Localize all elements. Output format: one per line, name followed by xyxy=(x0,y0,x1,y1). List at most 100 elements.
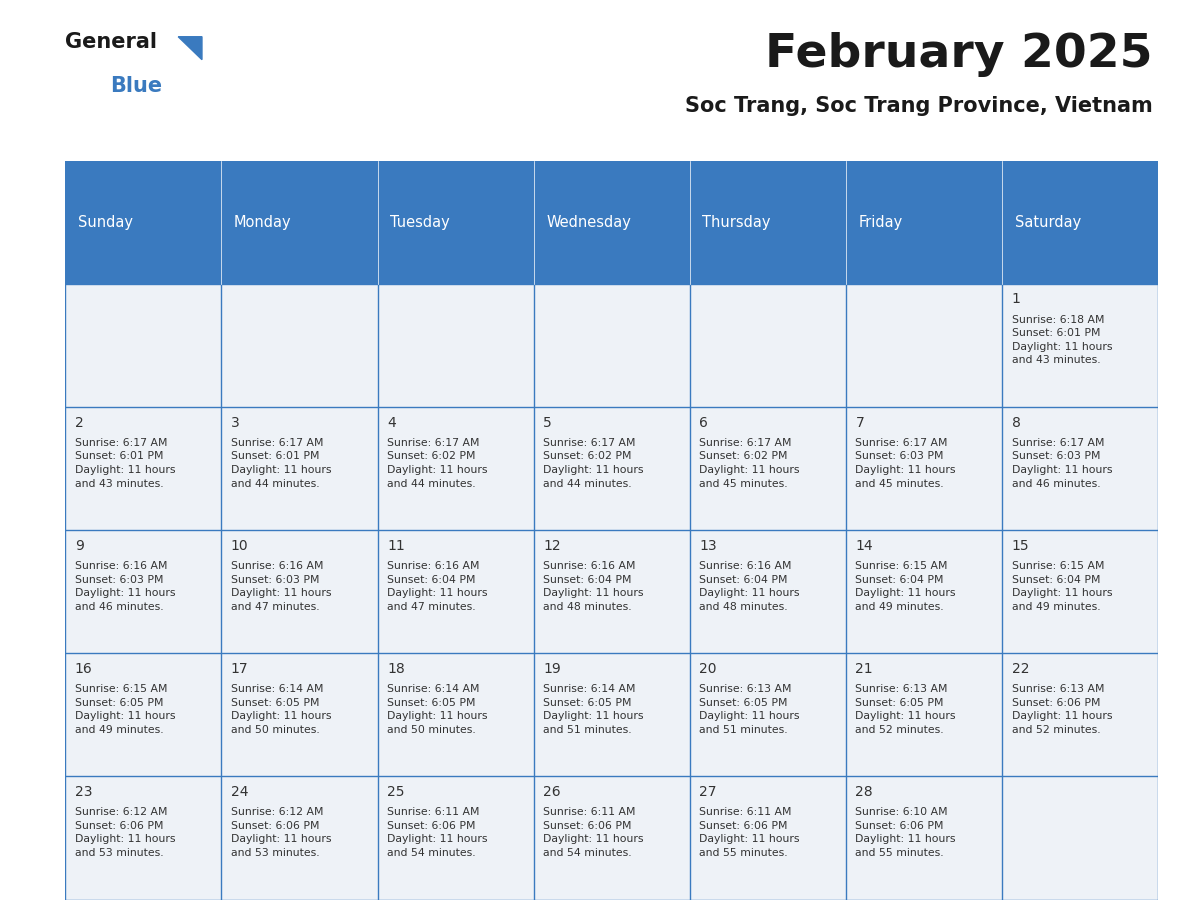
Bar xyxy=(846,531,1003,654)
Text: Sunrise: 6:14 AM
Sunset: 6:05 PM
Daylight: 11 hours
and 50 minutes.: Sunrise: 6:14 AM Sunset: 6:05 PM Dayligh… xyxy=(387,684,487,735)
Bar xyxy=(533,654,690,777)
Bar xyxy=(690,284,846,407)
Bar xyxy=(65,284,221,407)
Text: Sunrise: 6:13 AM
Sunset: 6:06 PM
Daylight: 11 hours
and 52 minutes.: Sunrise: 6:13 AM Sunset: 6:06 PM Dayligh… xyxy=(1011,684,1112,735)
Bar xyxy=(846,161,1003,284)
Text: 18: 18 xyxy=(387,662,405,676)
Text: 12: 12 xyxy=(543,539,561,553)
Bar xyxy=(378,654,533,777)
Bar xyxy=(65,161,221,284)
Bar xyxy=(221,654,378,777)
Text: Sunrise: 6:16 AM
Sunset: 6:04 PM
Daylight: 11 hours
and 47 minutes.: Sunrise: 6:16 AM Sunset: 6:04 PM Dayligh… xyxy=(387,561,487,611)
Text: Sunrise: 6:16 AM
Sunset: 6:04 PM
Daylight: 11 hours
and 48 minutes.: Sunrise: 6:16 AM Sunset: 6:04 PM Dayligh… xyxy=(543,561,644,611)
Bar xyxy=(1003,531,1158,654)
Text: 7: 7 xyxy=(855,416,864,430)
Text: Sunrise: 6:12 AM
Sunset: 6:06 PM
Daylight: 11 hours
and 53 minutes.: Sunrise: 6:12 AM Sunset: 6:06 PM Dayligh… xyxy=(230,807,331,858)
Bar xyxy=(378,777,533,900)
Text: Friday: Friday xyxy=(859,215,903,230)
Bar xyxy=(690,407,846,531)
Text: General: General xyxy=(65,32,157,52)
Text: Sunrise: 6:17 AM
Sunset: 6:01 PM
Daylight: 11 hours
and 43 minutes.: Sunrise: 6:17 AM Sunset: 6:01 PM Dayligh… xyxy=(75,438,175,488)
Text: Sunrise: 6:16 AM
Sunset: 6:04 PM
Daylight: 11 hours
and 48 minutes.: Sunrise: 6:16 AM Sunset: 6:04 PM Dayligh… xyxy=(700,561,800,611)
Text: 10: 10 xyxy=(230,539,248,553)
Text: 28: 28 xyxy=(855,785,873,799)
Bar xyxy=(1003,161,1158,284)
Text: Blue: Blue xyxy=(110,76,163,96)
Text: Monday: Monday xyxy=(234,215,291,230)
Bar xyxy=(690,161,846,284)
Bar xyxy=(378,161,533,284)
Bar xyxy=(1003,777,1158,900)
Text: 3: 3 xyxy=(230,416,240,430)
Text: 21: 21 xyxy=(855,662,873,676)
Bar xyxy=(221,777,378,900)
Text: Sunrise: 6:11 AM
Sunset: 6:06 PM
Daylight: 11 hours
and 54 minutes.: Sunrise: 6:11 AM Sunset: 6:06 PM Dayligh… xyxy=(543,807,644,858)
Text: 13: 13 xyxy=(700,539,716,553)
Text: Sunrise: 6:14 AM
Sunset: 6:05 PM
Daylight: 11 hours
and 50 minutes.: Sunrise: 6:14 AM Sunset: 6:05 PM Dayligh… xyxy=(230,684,331,735)
Bar xyxy=(533,777,690,900)
Bar xyxy=(378,531,533,654)
Text: 16: 16 xyxy=(75,662,93,676)
Text: Sunday: Sunday xyxy=(78,215,133,230)
Bar xyxy=(65,654,221,777)
Text: 2: 2 xyxy=(75,416,83,430)
Text: 19: 19 xyxy=(543,662,561,676)
Text: 14: 14 xyxy=(855,539,873,553)
Bar xyxy=(1003,284,1158,407)
Text: 9: 9 xyxy=(75,539,83,553)
Text: Sunrise: 6:17 AM
Sunset: 6:02 PM
Daylight: 11 hours
and 45 minutes.: Sunrise: 6:17 AM Sunset: 6:02 PM Dayligh… xyxy=(700,438,800,488)
Text: Sunrise: 6:12 AM
Sunset: 6:06 PM
Daylight: 11 hours
and 53 minutes.: Sunrise: 6:12 AM Sunset: 6:06 PM Dayligh… xyxy=(75,807,175,858)
Text: Sunrise: 6:13 AM
Sunset: 6:05 PM
Daylight: 11 hours
and 52 minutes.: Sunrise: 6:13 AM Sunset: 6:05 PM Dayligh… xyxy=(855,684,956,735)
Text: Sunrise: 6:16 AM
Sunset: 6:03 PM
Daylight: 11 hours
and 46 minutes.: Sunrise: 6:16 AM Sunset: 6:03 PM Dayligh… xyxy=(75,561,175,611)
Bar xyxy=(65,777,221,900)
Text: 26: 26 xyxy=(543,785,561,799)
Text: Sunrise: 6:17 AM
Sunset: 6:03 PM
Daylight: 11 hours
and 45 minutes.: Sunrise: 6:17 AM Sunset: 6:03 PM Dayligh… xyxy=(855,438,956,488)
Bar xyxy=(846,654,1003,777)
Text: Wednesday: Wednesday xyxy=(546,215,631,230)
Bar xyxy=(533,284,690,407)
Text: Sunrise: 6:16 AM
Sunset: 6:03 PM
Daylight: 11 hours
and 47 minutes.: Sunrise: 6:16 AM Sunset: 6:03 PM Dayligh… xyxy=(230,561,331,611)
Text: 17: 17 xyxy=(230,662,248,676)
Text: Soc Trang, Soc Trang Province, Vietnam: Soc Trang, Soc Trang Province, Vietnam xyxy=(684,96,1152,117)
Text: 22: 22 xyxy=(1011,662,1029,676)
Text: 27: 27 xyxy=(700,785,716,799)
Text: 15: 15 xyxy=(1011,539,1029,553)
Bar xyxy=(221,407,378,531)
Text: 23: 23 xyxy=(75,785,93,799)
Text: Sunrise: 6:18 AM
Sunset: 6:01 PM
Daylight: 11 hours
and 43 minutes.: Sunrise: 6:18 AM Sunset: 6:01 PM Dayligh… xyxy=(1011,315,1112,365)
Bar xyxy=(378,407,533,531)
Text: 4: 4 xyxy=(387,416,396,430)
Text: Sunrise: 6:15 AM
Sunset: 6:05 PM
Daylight: 11 hours
and 49 minutes.: Sunrise: 6:15 AM Sunset: 6:05 PM Dayligh… xyxy=(75,684,175,735)
Text: Sunrise: 6:10 AM
Sunset: 6:06 PM
Daylight: 11 hours
and 55 minutes.: Sunrise: 6:10 AM Sunset: 6:06 PM Dayligh… xyxy=(855,807,956,858)
Text: 5: 5 xyxy=(543,416,552,430)
Bar xyxy=(378,284,533,407)
Bar xyxy=(1003,407,1158,531)
Text: 8: 8 xyxy=(1011,416,1020,430)
Bar xyxy=(846,407,1003,531)
Bar xyxy=(690,777,846,900)
Text: Tuesday: Tuesday xyxy=(390,215,450,230)
Text: 6: 6 xyxy=(700,416,708,430)
Bar xyxy=(65,407,221,531)
Text: 1: 1 xyxy=(1011,293,1020,307)
Text: Sunrise: 6:11 AM
Sunset: 6:06 PM
Daylight: 11 hours
and 55 minutes.: Sunrise: 6:11 AM Sunset: 6:06 PM Dayligh… xyxy=(700,807,800,858)
Bar xyxy=(221,161,378,284)
Text: 20: 20 xyxy=(700,662,716,676)
Bar xyxy=(221,284,378,407)
Text: Sunrise: 6:17 AM
Sunset: 6:02 PM
Daylight: 11 hours
and 44 minutes.: Sunrise: 6:17 AM Sunset: 6:02 PM Dayligh… xyxy=(543,438,644,488)
Text: Sunrise: 6:11 AM
Sunset: 6:06 PM
Daylight: 11 hours
and 54 minutes.: Sunrise: 6:11 AM Sunset: 6:06 PM Dayligh… xyxy=(387,807,487,858)
Bar xyxy=(846,777,1003,900)
Text: Sunrise: 6:17 AM
Sunset: 6:03 PM
Daylight: 11 hours
and 46 minutes.: Sunrise: 6:17 AM Sunset: 6:03 PM Dayligh… xyxy=(1011,438,1112,488)
Bar xyxy=(533,407,690,531)
Text: Thursday: Thursday xyxy=(702,215,771,230)
Bar xyxy=(690,654,846,777)
Text: Sunrise: 6:13 AM
Sunset: 6:05 PM
Daylight: 11 hours
and 51 minutes.: Sunrise: 6:13 AM Sunset: 6:05 PM Dayligh… xyxy=(700,684,800,735)
Text: 11: 11 xyxy=(387,539,405,553)
Text: Sunrise: 6:17 AM
Sunset: 6:01 PM
Daylight: 11 hours
and 44 minutes.: Sunrise: 6:17 AM Sunset: 6:01 PM Dayligh… xyxy=(230,438,331,488)
Text: February 2025: February 2025 xyxy=(765,32,1152,77)
Bar xyxy=(1003,654,1158,777)
Bar xyxy=(533,531,690,654)
Text: Sunrise: 6:15 AM
Sunset: 6:04 PM
Daylight: 11 hours
and 49 minutes.: Sunrise: 6:15 AM Sunset: 6:04 PM Dayligh… xyxy=(1011,561,1112,611)
Bar xyxy=(221,531,378,654)
Bar xyxy=(690,531,846,654)
